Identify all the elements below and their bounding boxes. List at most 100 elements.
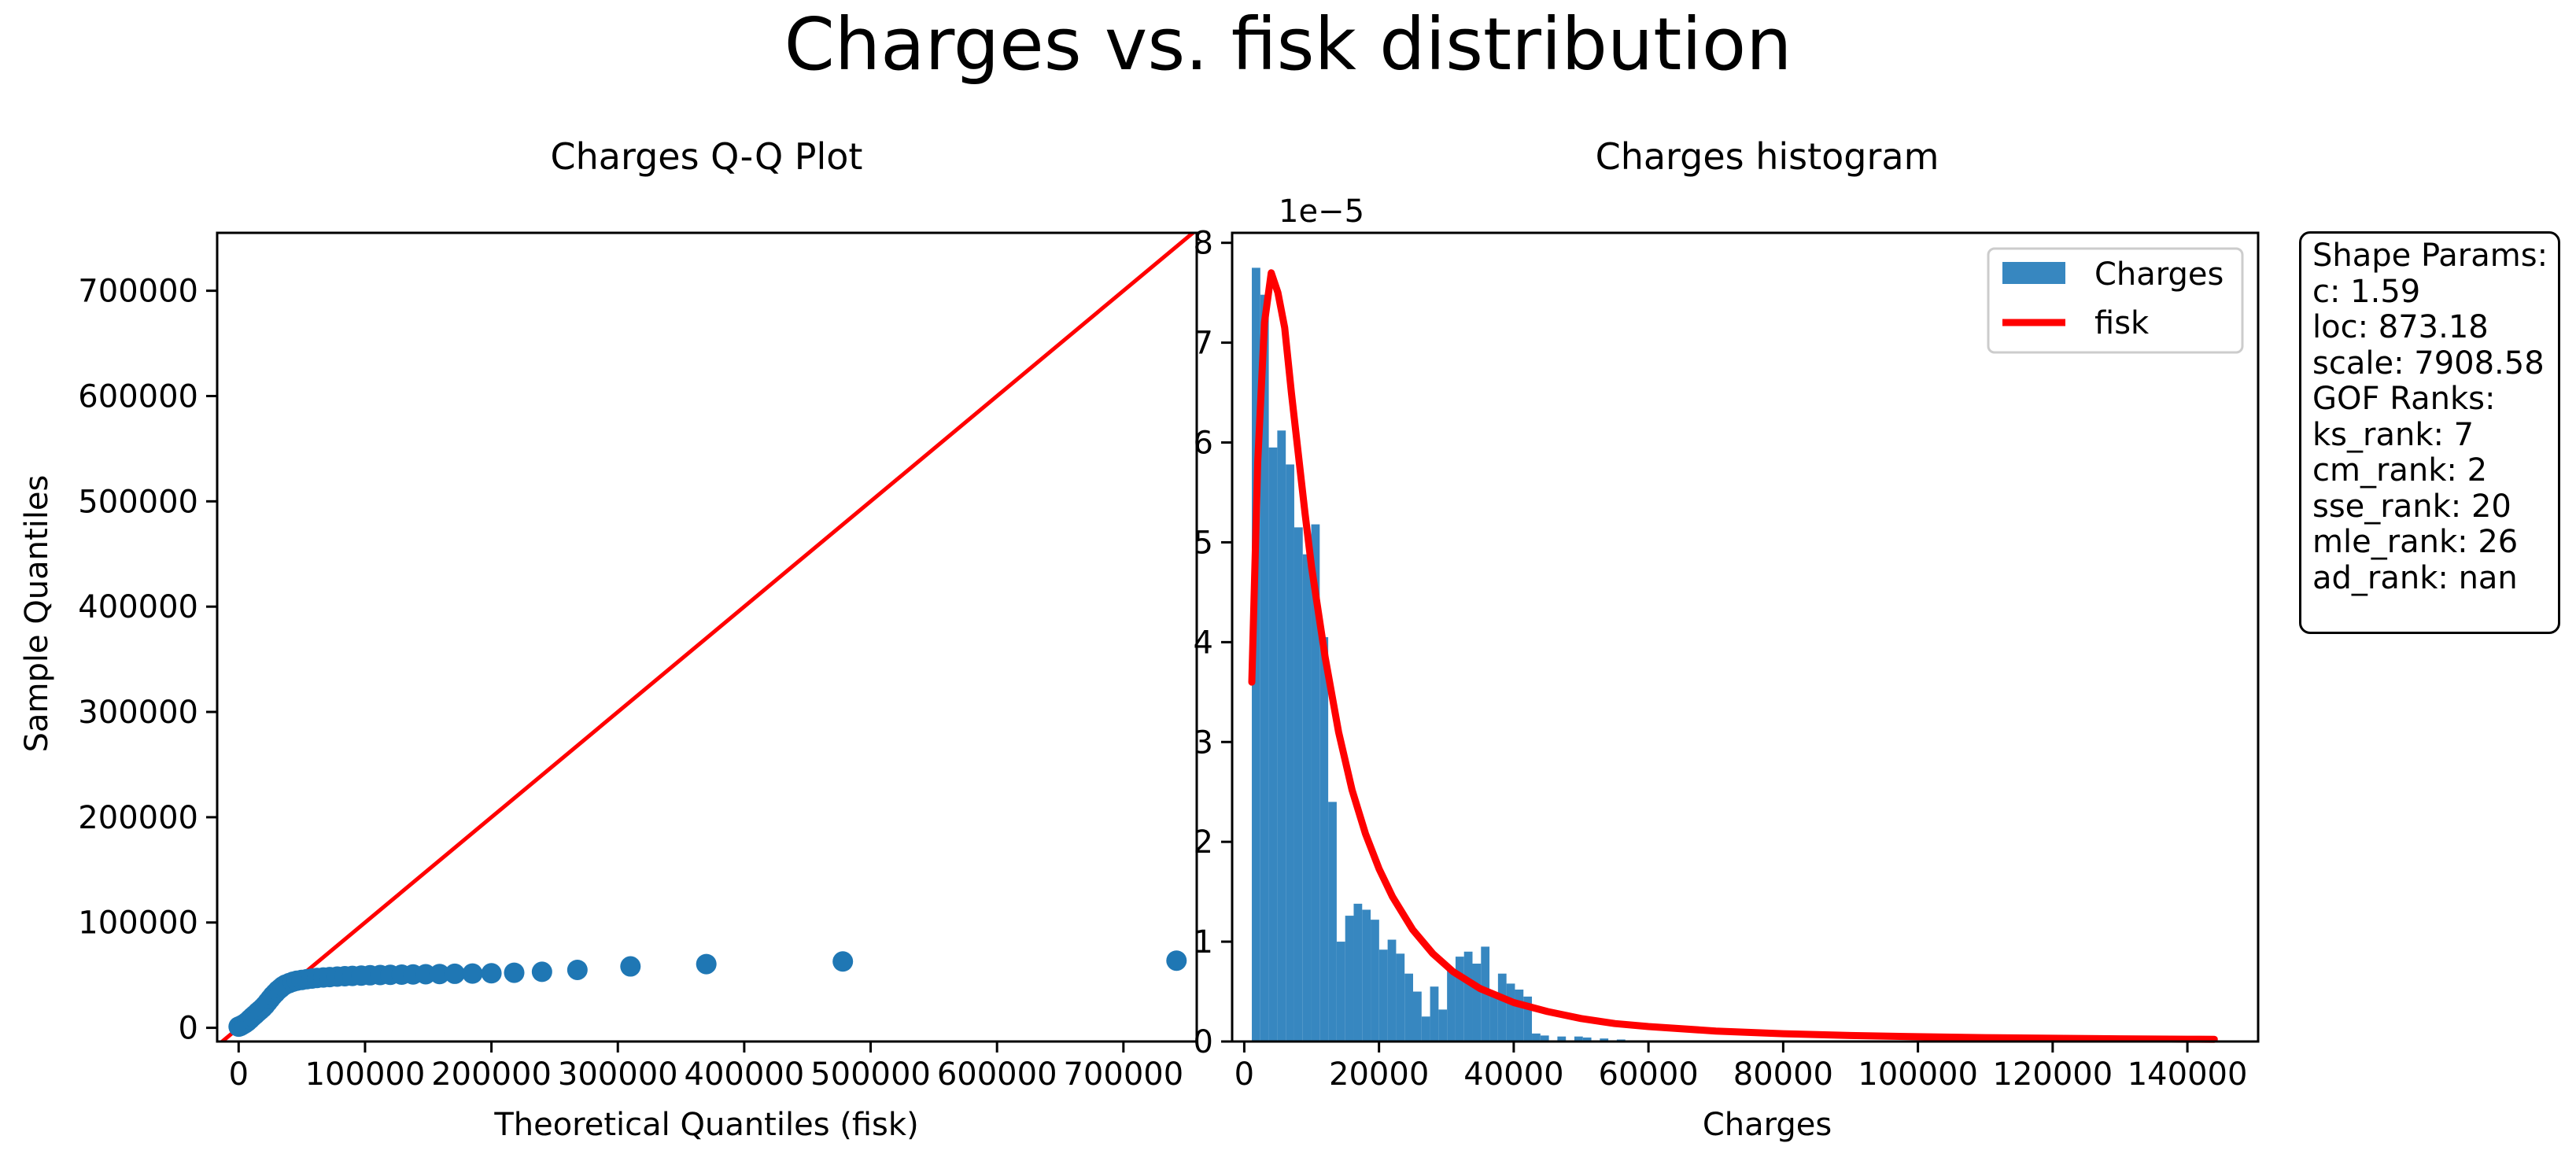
histogram-bar bbox=[1412, 991, 1422, 1041]
qq-x-tick-label: 0 bbox=[229, 1056, 249, 1093]
histogram-x-tick-label: 140000 bbox=[2128, 1056, 2248, 1093]
histogram-bar bbox=[1506, 983, 1515, 1041]
info-line: cm_rank: 2 bbox=[2312, 452, 2488, 488]
histogram-y-tick-label: 0 bbox=[1194, 1024, 1213, 1060]
qq-point bbox=[462, 963, 483, 984]
qq-point bbox=[696, 953, 717, 975]
histogram-bar bbox=[1574, 1036, 1583, 1041]
qq-point bbox=[1166, 950, 1187, 971]
qq-plot-panel: Charges Q-Q Plot Theoretical Quantiles (… bbox=[19, 135, 1198, 1143]
histogram-frame bbox=[1231, 231, 2260, 1043]
histogram-bar bbox=[1286, 464, 1294, 1041]
qq-point bbox=[445, 963, 466, 984]
params-info-box: Shape Params: c: 1.59 loc: 873.18 scale:… bbox=[2299, 231, 2560, 634]
histogram-y-tick-label: 4 bbox=[1194, 625, 1213, 661]
histogram-bar bbox=[1371, 920, 1379, 1041]
qq-point bbox=[832, 951, 854, 972]
qq-x-tick-label: 300000 bbox=[558, 1056, 678, 1093]
histogram-bar bbox=[1523, 996, 1533, 1041]
histogram-bar bbox=[1472, 964, 1482, 1041]
qq-y-tick-label: 100000 bbox=[78, 905, 198, 942]
info-line: ks_rank: 7 bbox=[2312, 416, 2475, 453]
histogram-bar bbox=[1319, 637, 1329, 1041]
info-line: sse_rank: 20 bbox=[2312, 488, 2511, 525]
histogram-bar bbox=[1497, 973, 1507, 1041]
qq-x-tick-label: 100000 bbox=[305, 1056, 426, 1093]
qq-plot-y-axis-label: Sample Quantiles bbox=[19, 475, 55, 753]
histogram-bar bbox=[1532, 1033, 1541, 1041]
qq-x-tick-label: 700000 bbox=[1063, 1056, 1183, 1093]
legend-swatch-charges bbox=[2002, 262, 2065, 284]
histogram-y-tick-label: 1 bbox=[1194, 924, 1213, 960]
histogram-legend: Charges fisk bbox=[1987, 247, 2244, 354]
qq-y-tick-label: 600000 bbox=[78, 378, 198, 415]
histogram-y-tick-label: 8 bbox=[1194, 226, 1213, 262]
histogram-panel: Charges histogram Charges 1e−5 0 20000 400… bbox=[1194, 135, 2260, 1143]
histogram-bar bbox=[1311, 524, 1320, 1041]
info-line: c: 1.59 bbox=[2312, 273, 2421, 310]
qq-point bbox=[566, 959, 588, 980]
qq-point bbox=[481, 963, 502, 984]
qq-y-tick-label: 700000 bbox=[78, 274, 198, 310]
qq-y-tick-label: 500000 bbox=[78, 484, 198, 520]
info-line: mle_rank: 26 bbox=[2312, 524, 2519, 560]
qq-y-tick-label: 0 bbox=[179, 1011, 198, 1047]
histogram-bar bbox=[1489, 994, 1498, 1041]
histogram-bar bbox=[1447, 969, 1456, 1041]
histogram-bar bbox=[1404, 973, 1413, 1041]
histogram-bar bbox=[1387, 939, 1397, 1041]
info-line: loc: 873.18 bbox=[2312, 309, 2489, 345]
histogram-bar bbox=[1378, 949, 1388, 1041]
histogram-y-tick-label: 3 bbox=[1194, 724, 1213, 761]
histogram-bar bbox=[1463, 951, 1473, 1041]
histogram-y-tick-label: 7 bbox=[1194, 326, 1213, 362]
histogram-bar bbox=[1294, 527, 1303, 1041]
info-line: ad_rank: nan bbox=[2312, 559, 2518, 596]
qq-reference-line bbox=[219, 233, 1197, 1041]
qq-point bbox=[620, 956, 641, 977]
legend-label-fisk: fisk bbox=[2094, 305, 2150, 341]
histogram-x-axis-label: Charges bbox=[1703, 1107, 1832, 1143]
histogram-bar bbox=[1396, 953, 1405, 1041]
histogram-y-tick-label: 5 bbox=[1194, 525, 1213, 561]
histogram-bar bbox=[1260, 294, 1269, 1042]
histogram-bar bbox=[1540, 1035, 1549, 1041]
histogram-bar bbox=[1336, 942, 1345, 1041]
histogram-bar bbox=[1582, 1037, 1592, 1041]
histogram-bar bbox=[1345, 916, 1354, 1041]
histogram-bar bbox=[1430, 986, 1439, 1041]
histogram-bar bbox=[1362, 909, 1371, 1041]
qq-plot-x-axis-label: Theoretical Quantiles (fisk) bbox=[493, 1107, 918, 1143]
qq-x-tick-label: 500000 bbox=[810, 1056, 931, 1093]
histogram-bar bbox=[1455, 957, 1464, 1041]
qq-plot-title: Charges Q-Q Plot bbox=[551, 135, 863, 178]
info-line: scale: 7908.58 bbox=[2312, 345, 2545, 382]
histogram-bar bbox=[1557, 1036, 1567, 1041]
fisk-fit-curve bbox=[1248, 269, 2218, 1043]
histogram-x-tick-label: 100000 bbox=[1858, 1056, 1978, 1093]
histogram-title: Charges histogram bbox=[1596, 135, 1939, 178]
qq-point bbox=[429, 964, 450, 985]
histogram-y-offset-label: 1e−5 bbox=[1279, 194, 1364, 230]
qq-x-tick-label: 600000 bbox=[937, 1056, 1057, 1093]
histogram-bar bbox=[1600, 1038, 1609, 1041]
qq-plot-frame bbox=[216, 231, 1198, 1043]
histogram-bar bbox=[1515, 990, 1524, 1041]
qq-y-tick-label: 200000 bbox=[78, 800, 198, 836]
histogram-bar bbox=[1277, 430, 1286, 1041]
qq-x-tick-label: 400000 bbox=[685, 1056, 805, 1093]
histogram-x-tick-label: 40000 bbox=[1463, 1056, 1563, 1093]
histogram-bar bbox=[1302, 554, 1312, 1041]
histogram-y-tick-label: 6 bbox=[1194, 426, 1213, 462]
qq-point bbox=[504, 962, 525, 983]
histogram-x-tick-label: 80000 bbox=[1733, 1056, 1833, 1093]
histogram-y-tick-label: 2 bbox=[1194, 824, 1213, 861]
histogram-bar bbox=[1421, 1016, 1430, 1041]
qq-point bbox=[531, 961, 552, 983]
histogram-bar bbox=[1438, 1009, 1448, 1041]
histogram-x-tick-label: 20000 bbox=[1329, 1056, 1429, 1093]
histogram-x-tick-label: 0 bbox=[1234, 1056, 1254, 1093]
histogram-x-tick-label: 120000 bbox=[1993, 1056, 2113, 1093]
qq-y-tick-label: 400000 bbox=[78, 589, 198, 625]
